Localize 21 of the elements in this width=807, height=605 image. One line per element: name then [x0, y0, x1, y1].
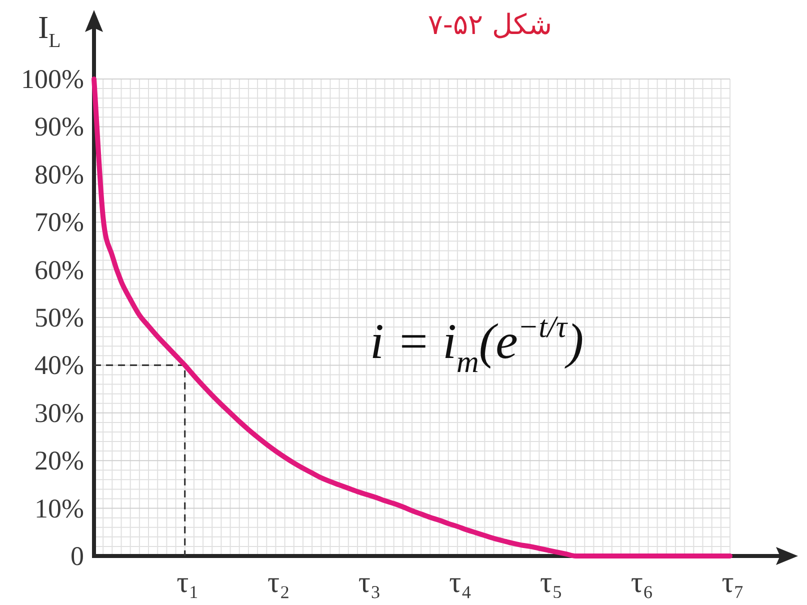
x-tick-label: τ₆ — [630, 566, 654, 599]
y-tick-label: 10% — [34, 493, 84, 524]
y-label: I$_{L}$ — [38, 9, 61, 52]
y-tick-label: 90% — [34, 112, 84, 142]
x-tick-label: τ₅ — [540, 566, 563, 599]
x-tick-label: τ₂ — [267, 566, 290, 599]
y-tick-label: 40% — [34, 350, 84, 380]
y-tick-label: 100% — [21, 64, 84, 94]
annotation: i = i$_{m}$(e$^{−t/τ}$) — [370, 309, 584, 379]
y-tick-label: 50% — [34, 302, 84, 332]
x-tick-label: τ₄ — [449, 566, 472, 599]
y-tick-label: 20% — [34, 446, 84, 476]
x-tick-label: τ₃ — [358, 566, 381, 599]
x-tick-label: τ₇ — [722, 566, 744, 599]
y-tick-label: 60% — [34, 254, 84, 285]
y-tick-label: 80% — [34, 159, 84, 190]
y-tick-label: 0 — [70, 541, 84, 571]
title: شکل ۵۲-۷ — [428, 8, 552, 41]
y-tick-label: 70% — [34, 207, 84, 238]
y-tick-label: 30% — [34, 398, 84, 428]
x-tick-label: τ₁ — [176, 566, 200, 599]
